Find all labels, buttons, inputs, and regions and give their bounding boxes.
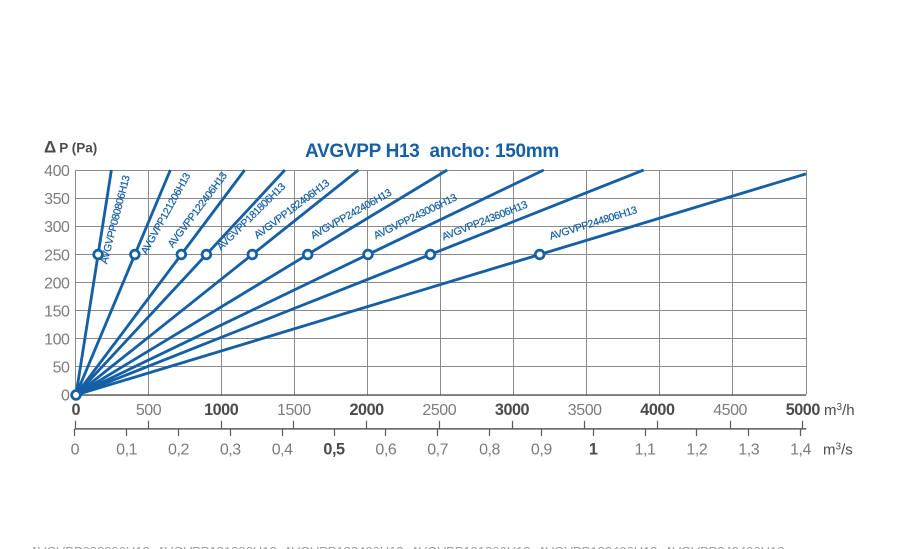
- svg-text:0: 0: [72, 401, 81, 419]
- svg-text:2000: 2000: [349, 401, 384, 419]
- svg-text:0,9: 0,9: [531, 442, 552, 459]
- svg-text:0,2: 0,2: [168, 442, 189, 459]
- svg-text:1,4: 1,4: [790, 442, 811, 459]
- svg-text:50: 50: [53, 360, 70, 377]
- svg-text:0,7: 0,7: [427, 442, 448, 459]
- svg-text:0,6: 0,6: [375, 442, 396, 459]
- svg-text:4000: 4000: [640, 401, 675, 419]
- svg-text:400: 400: [44, 163, 70, 180]
- svg-text:3500: 3500: [568, 402, 602, 419]
- svg-text:350: 350: [44, 191, 70, 208]
- svg-text:0,1: 0,1: [116, 442, 137, 459]
- svg-text:1000: 1000: [204, 401, 239, 419]
- svg-text:0: 0: [61, 388, 70, 405]
- svg-text:150: 150: [44, 303, 70, 320]
- svg-text:m3/s: m3/s: [823, 442, 853, 459]
- svg-text:250: 250: [44, 247, 70, 264]
- svg-text:2500: 2500: [422, 402, 456, 419]
- svg-text:5000: 5000: [786, 401, 821, 419]
- svg-text:500: 500: [136, 402, 162, 419]
- svg-text:AVGVPP H13 ancho: 150mm: AVGVPP H13 ancho: 150mm: [305, 141, 559, 162]
- svg-text:ΔP (Pa): ΔP (Pa): [44, 138, 97, 157]
- svg-text:0: 0: [71, 442, 80, 459]
- svg-text:100: 100: [44, 331, 70, 348]
- svg-text:AVGVPP080806H13 AVGVPP121206H: AVGVPP080806H13 AVGVPP121206H13 AVGVPP12…: [30, 544, 785, 549]
- svg-text:1,2: 1,2: [686, 442, 707, 459]
- svg-text:200: 200: [44, 275, 70, 292]
- svg-text:0,4: 0,4: [272, 442, 293, 459]
- svg-text:m3/h: m3/h: [824, 402, 855, 419]
- svg-text:1,1: 1,1: [635, 442, 656, 459]
- svg-text:0,3: 0,3: [220, 442, 241, 459]
- svg-text:1,3: 1,3: [738, 442, 759, 459]
- svg-text:0,5: 0,5: [323, 441, 345, 459]
- svg-text:1500: 1500: [277, 402, 311, 419]
- svg-text:4500: 4500: [713, 402, 747, 419]
- svg-text:1: 1: [589, 441, 598, 459]
- svg-text:300: 300: [44, 219, 70, 236]
- svg-text:0,8: 0,8: [479, 442, 500, 459]
- svg-text:3000: 3000: [495, 401, 530, 419]
